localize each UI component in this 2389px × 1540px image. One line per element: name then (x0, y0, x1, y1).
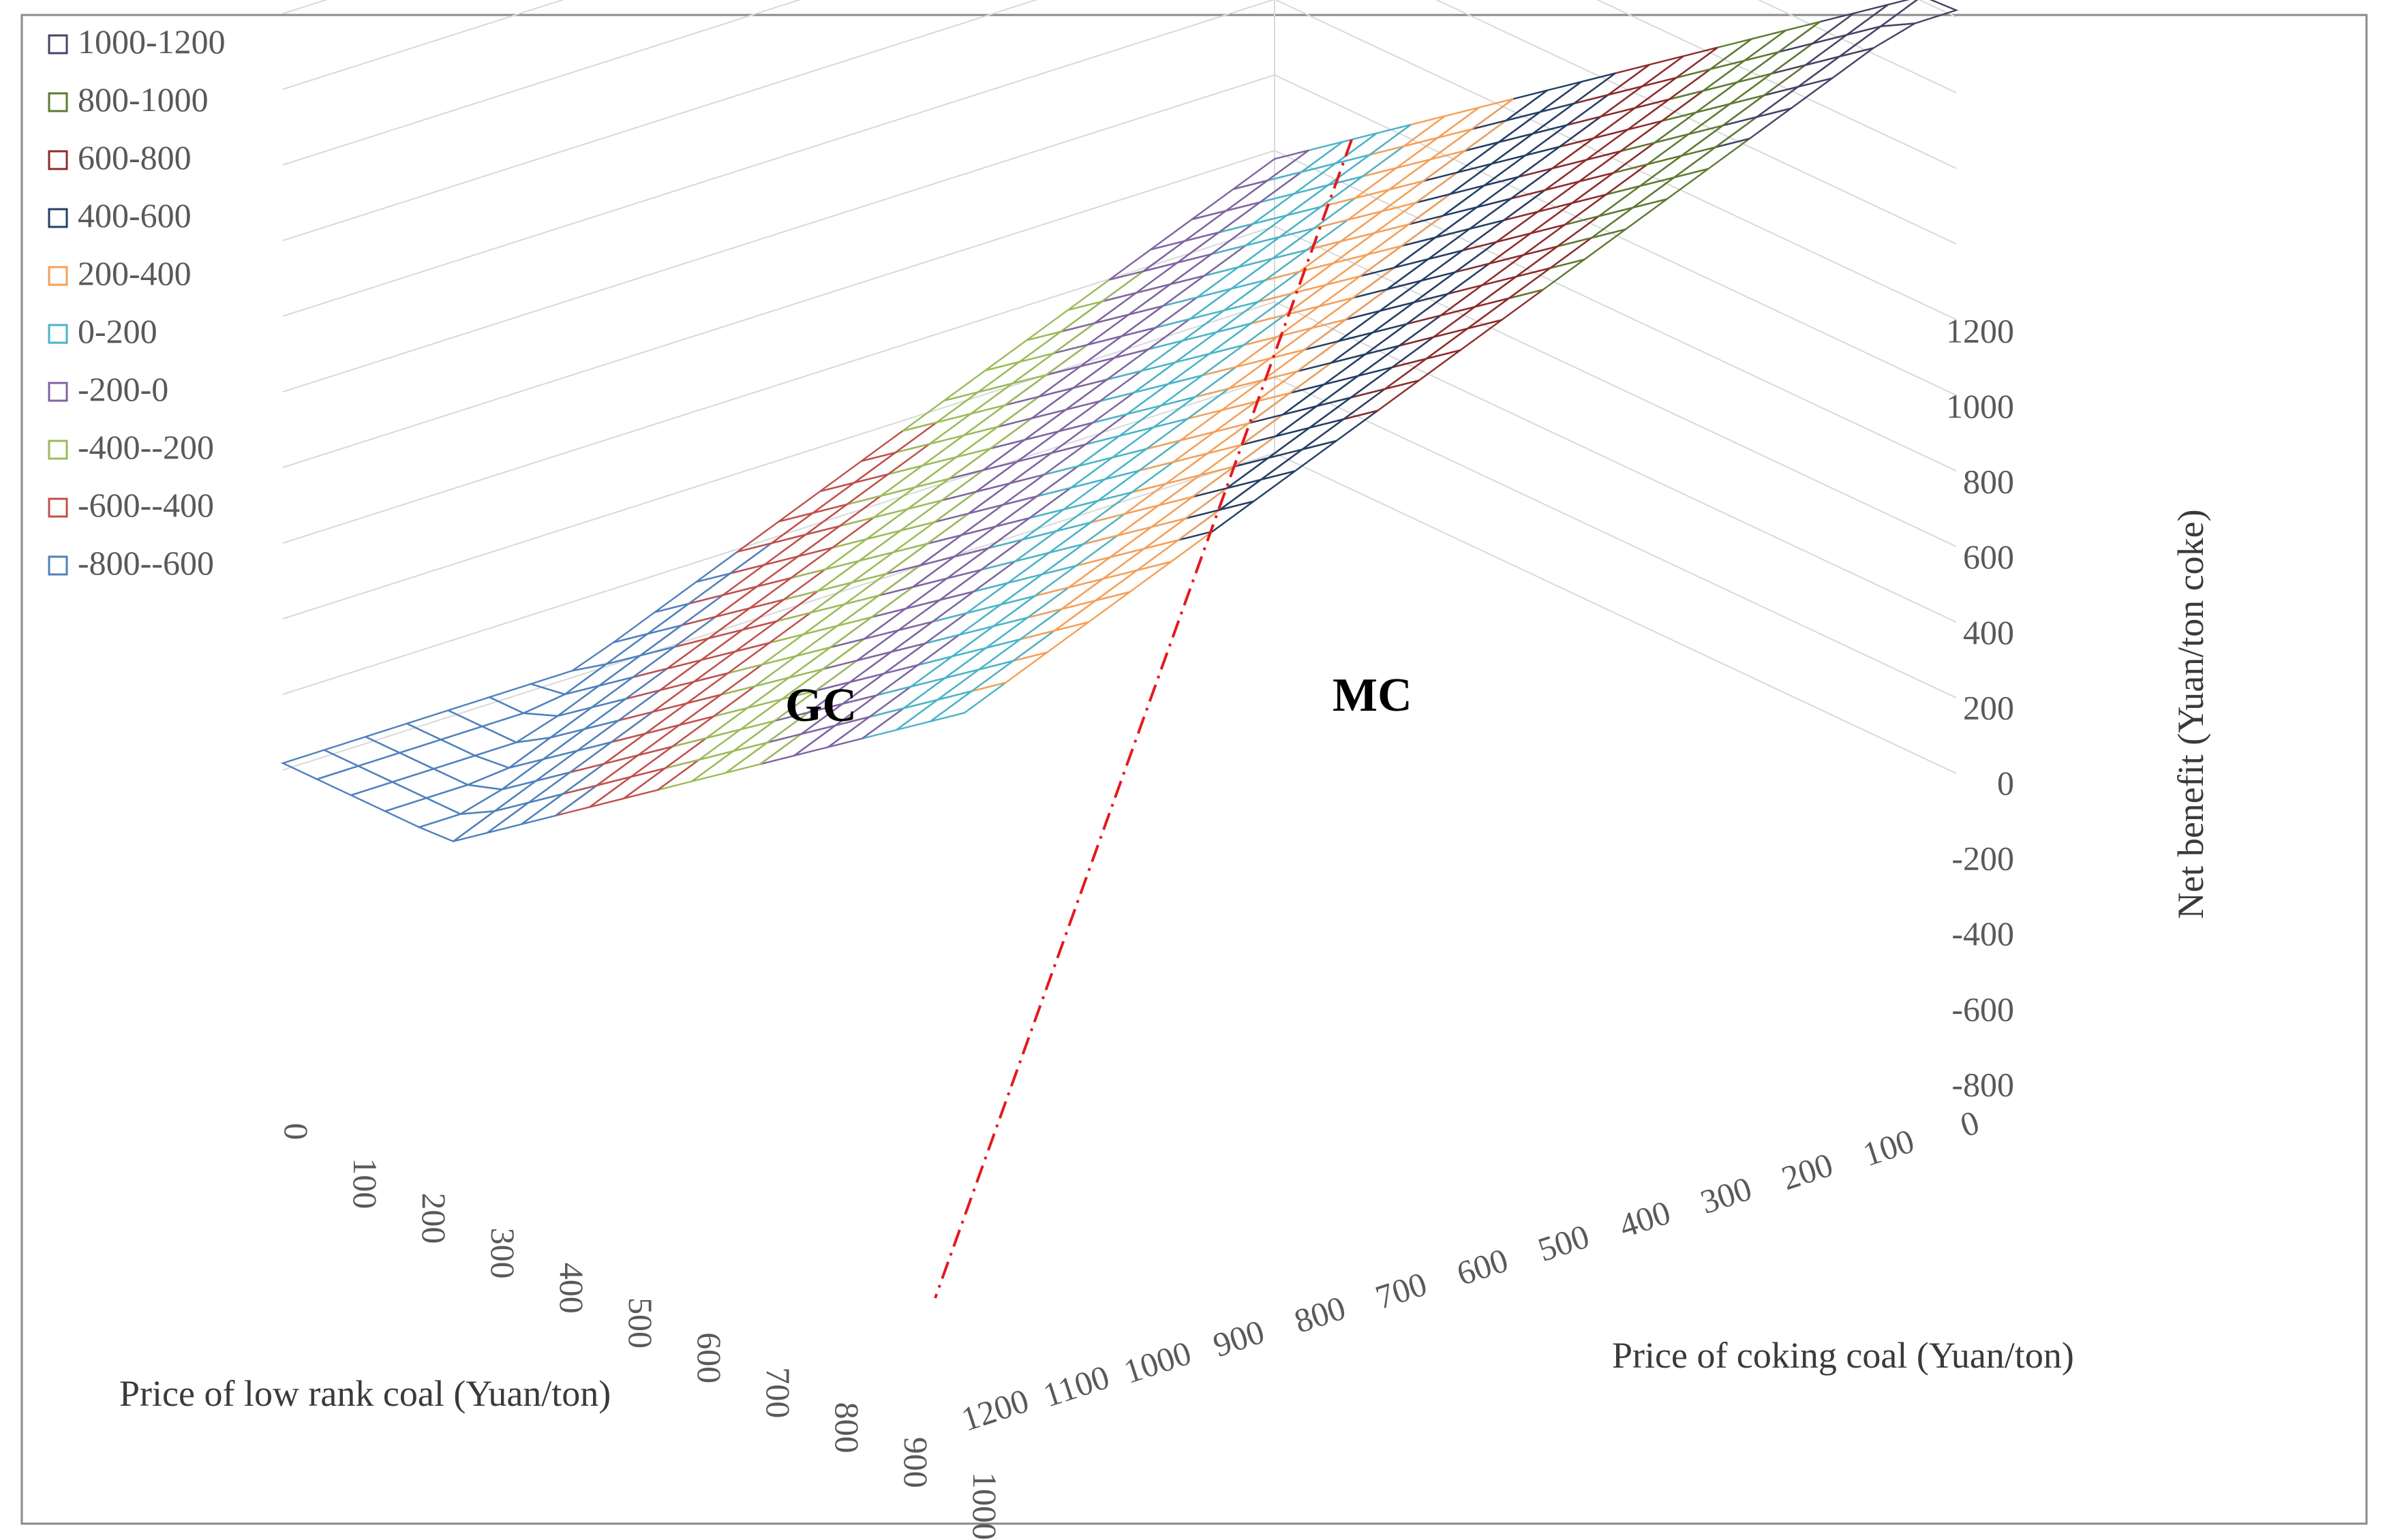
legend-label: 800-1000 (78, 80, 209, 119)
legend-swatch (48, 34, 68, 55)
y-tick-label: 600 (690, 1332, 729, 1383)
back-walls (282, 0, 1957, 774)
y-tick-label: 200 (415, 1192, 453, 1244)
y-tick-label: 1000 (966, 1472, 1004, 1540)
wall-gridline (282, 0, 1957, 320)
y-tick-label: 400 (553, 1263, 591, 1314)
x-axis-label: Price of coking coal (Yuan/ton) (1612, 1335, 2074, 1376)
y-tick-label: 100 (346, 1158, 384, 1209)
y-tick-label: 300 (484, 1228, 522, 1279)
z-tick-label: -200 (1951, 840, 2014, 878)
surface-cell (1232, 149, 1309, 190)
z-tick-label: 200 (1963, 688, 2014, 726)
legend-label: 400-600 (78, 196, 192, 234)
legend-swatch (48, 440, 68, 460)
z-tick-label: 600 (1963, 538, 2014, 576)
y-tick-label: 800 (828, 1402, 866, 1453)
y-tick-label: 0 (277, 1123, 316, 1140)
legend-swatch (48, 324, 68, 344)
mc-region-label: MC (1333, 669, 1412, 722)
legend-label: 600-800 (78, 138, 192, 176)
y-tick-label: 500 (622, 1297, 660, 1349)
legend-label: -800--600 (78, 544, 214, 582)
legend-swatch (48, 92, 68, 112)
y-tick-label: 900 (897, 1437, 935, 1488)
wall-gridline (282, 0, 1957, 169)
gc-region-label: GC (785, 679, 857, 732)
legend-swatch (48, 208, 68, 228)
legend-label: -400--200 (78, 428, 214, 466)
z-tick-label: -800 (1951, 1065, 2014, 1103)
z-axis-label: Net benefit (Yuan/ton coke) (2170, 509, 2211, 919)
legend-label: 0-200 (78, 312, 157, 350)
y-tick-label: 700 (759, 1367, 797, 1418)
legend-label: 200-400 (78, 254, 192, 292)
z-axis-ticks: -800 -600 -400 -200 0 200 400 600 800 1000 1200 (1946, 311, 2014, 1103)
legend-swatch (48, 497, 68, 518)
z-tick-label: 400 (1963, 613, 2014, 651)
legend-swatch (48, 555, 68, 576)
y-axis-label: Price of low rank coal (Yuan/ton) (119, 1373, 611, 1414)
legend-label: 1000-1200 (78, 22, 226, 61)
z-tick-label: 0 (1997, 764, 2014, 802)
legend-swatch (48, 382, 68, 402)
gc-mc-divider (934, 139, 1353, 1299)
legend: 1000-1200 800-1000 600-800 400-600 200-400 0-… (48, 22, 226, 582)
z-tick-label: -600 (1951, 990, 2014, 1028)
legend-swatch (48, 150, 68, 170)
z-tick-label: 1000 (1946, 387, 2014, 425)
legend-label: -200-0 (78, 370, 168, 408)
z-tick-label: 1200 (1946, 311, 2014, 350)
chart-border (20, 14, 2368, 1525)
dividing-line (934, 139, 1353, 1299)
z-tick-label: -400 (1951, 914, 2014, 953)
surface-cell (1878, 0, 1959, 28)
y-axis-ticks: 0 100 200 300 400 500 600 700 800 900 1000 (277, 1123, 1004, 1540)
net-benefit-surface (280, 0, 1959, 843)
legend-swatch (48, 266, 68, 286)
z-tick-label: 800 (1963, 463, 2014, 501)
legend-label: -600--400 (78, 486, 214, 524)
